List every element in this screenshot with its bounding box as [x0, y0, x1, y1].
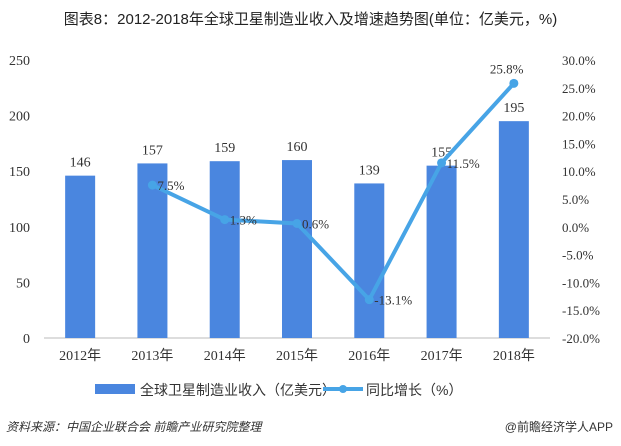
growth-value-label: -13.1% [374, 293, 412, 308]
bar-value-label: 159 [214, 141, 235, 156]
chart-title: 图表8：2012-2018年全球卫星制造业收入及增速趋势图(单位：亿美元，%) [63, 11, 558, 28]
bar-value-label: 146 [70, 156, 91, 171]
growth-line [151, 82, 516, 304]
left-tick-label: 150 [9, 165, 30, 180]
right-tick-label: 20.0% [562, 109, 596, 124]
bar [426, 165, 457, 338]
growth-point [220, 215, 230, 225]
bar-value-label: 157 [142, 143, 163, 158]
source-note: 资料来源：中国企业联合会 前瞻产业研究院整理 [6, 420, 262, 434]
x-tick-label: 2014年 [204, 348, 246, 364]
left-tick-label: 100 [9, 221, 30, 236]
right-tick-label: 0.0% [562, 220, 589, 235]
x-tick-label: 2012年 [59, 348, 101, 364]
right-tick-label: 15.0% [562, 136, 596, 151]
bar-value-label: 195 [503, 101, 524, 116]
legend-bar-swatch [95, 384, 135, 394]
right-tick-label: -15.0% [562, 303, 600, 318]
right-tick-label: 30.0% [562, 53, 596, 68]
growth-point [437, 158, 447, 168]
bar [65, 175, 96, 338]
right-tick-label: 25.0% [562, 81, 596, 96]
right-tick-label: -5.0% [562, 248, 594, 263]
right-tick-label: -20.0% [562, 331, 600, 346]
credit: @前瞻经济学人APP [504, 420, 613, 434]
growth-value-label: 0.6% [302, 216, 329, 231]
right-tick-label: -10.0% [562, 275, 600, 290]
x-tick-label: 2016年 [348, 348, 390, 364]
bar [137, 163, 168, 338]
growth-point [147, 180, 157, 190]
growth-point [509, 78, 519, 88]
x-tick-label: 2015年 [276, 348, 318, 364]
bar [498, 121, 529, 338]
bar-value-label: 139 [359, 163, 380, 178]
x-tick-label: 2017年 [421, 348, 463, 364]
left-tick-label: 50 [16, 276, 30, 291]
bar [354, 183, 385, 338]
bar [282, 160, 312, 338]
left-tick-label: 250 [9, 54, 30, 69]
right-tick-label: 10.0% [562, 164, 596, 179]
left-tick-label: 200 [9, 110, 30, 125]
growth-value-label: 25.8% [490, 61, 524, 76]
x-tick-label: 2013年 [131, 348, 173, 364]
bar-value-label: 160 [287, 140, 308, 155]
growth-value-label: 1.3% [230, 213, 257, 228]
bar [209, 161, 240, 338]
left-tick-label: 0 [23, 332, 30, 347]
right-tick-label: 5.0% [562, 192, 589, 207]
growth-point [364, 295, 374, 305]
growth-point [292, 218, 302, 228]
legend-line-marker [339, 385, 347, 393]
growth-value-label: 11.5% [447, 156, 480, 171]
x-tick-label: 2018年 [493, 348, 535, 364]
legend-line-label: 同比增长（%） [366, 382, 462, 398]
growth-value-label: 7.5% [157, 178, 184, 193]
legend-bar-label: 全球卫星制造业收入（亿美元） [140, 382, 336, 398]
